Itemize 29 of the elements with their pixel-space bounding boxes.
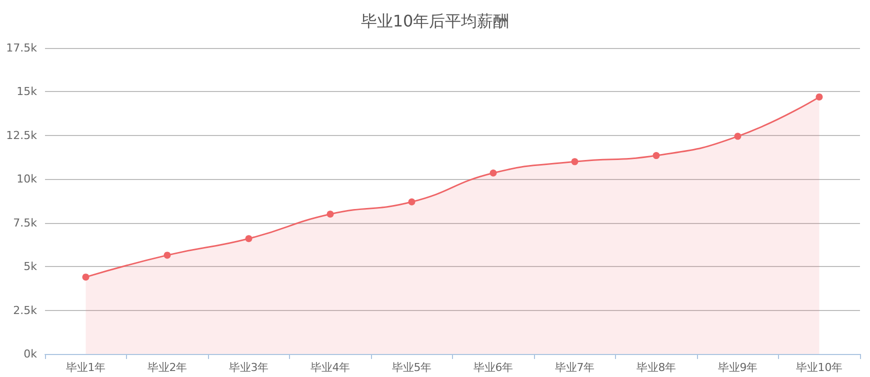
y-tick-label: 5k — [24, 260, 38, 274]
y-tick-label: 15k — [16, 85, 38, 98]
point — [245, 235, 252, 242]
point — [571, 158, 578, 166]
x-tick-label: 毕业1年 — [66, 361, 106, 374]
x-tick-label: 毕业2年 — [147, 361, 188, 374]
point — [408, 198, 416, 206]
point — [82, 274, 90, 281]
point — [164, 252, 171, 259]
y-tick-label: 12.5k — [6, 128, 38, 142]
x-tick-label: 毕业3年 — [228, 361, 269, 374]
point — [326, 210, 334, 218]
x-tick-label: 毕业10年 — [796, 361, 843, 374]
point — [652, 152, 660, 160]
point — [734, 132, 742, 140]
x-tick-label: 毕业6年 — [473, 361, 514, 374]
x-tick-label: 毕业8年 — [636, 361, 676, 374]
point — [490, 170, 497, 177]
y-tick-label: 2.5k — [13, 304, 38, 317]
x-tick-label: 毕业7年 — [554, 361, 595, 374]
x-tick-label: 毕业4年 — [310, 361, 350, 374]
point — [816, 93, 823, 100]
chart-title: 毕业10年后平均薪酬 — [360, 12, 510, 30]
x-tick-label: 毕业9年 — [718, 361, 758, 374]
y-tick-label: 0k — [24, 348, 38, 360]
y-tick-label: 7.5k — [13, 216, 38, 230]
x-tick-label: 毕业5年 — [392, 361, 432, 374]
y-tick-label: 17.5k — [6, 42, 38, 54]
y-tick-label: 10k — [16, 172, 38, 186]
